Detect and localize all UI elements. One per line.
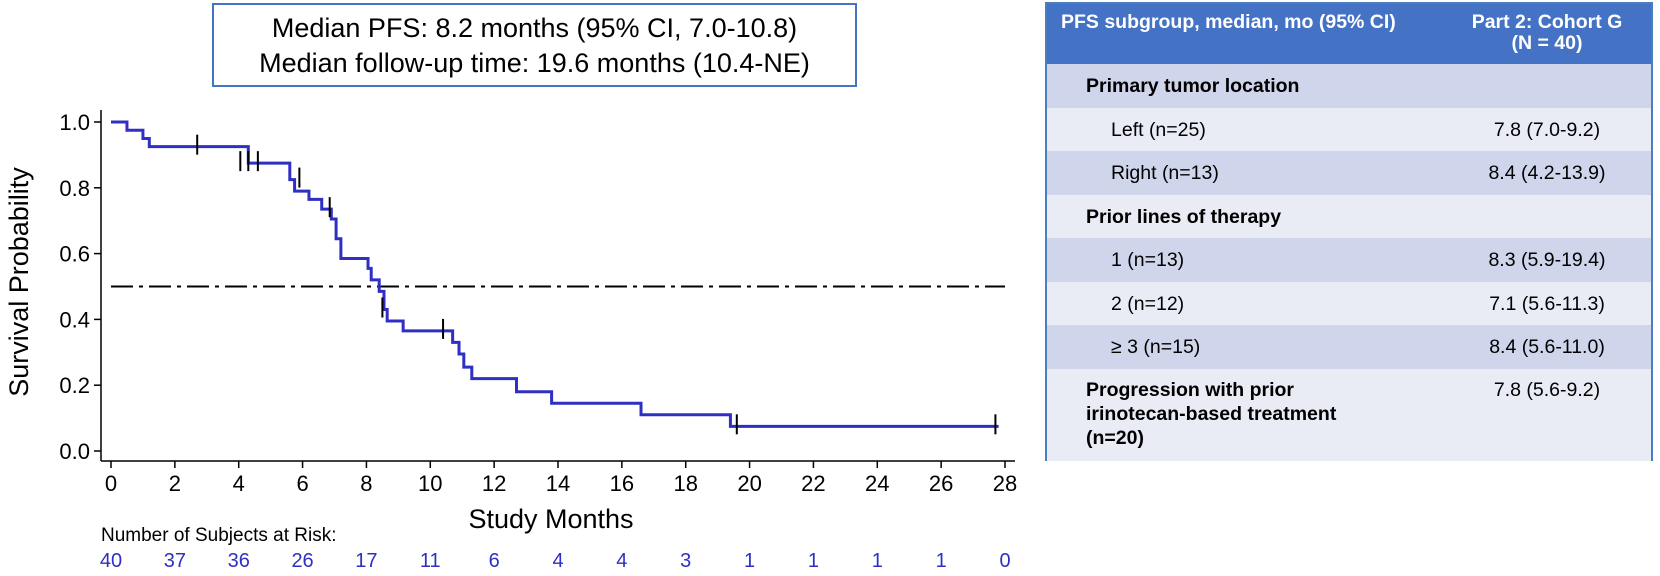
y-tick-label: 0.8	[59, 176, 90, 201]
table-row: 1 (n=13) 8.3 (5.9-19.4)	[1047, 238, 1651, 282]
risk-count: 0	[999, 550, 1010, 572]
risk-count: 26	[291, 550, 313, 572]
table-row: ≥ 3 (n=15) 8.4 (5.6-11.0)	[1047, 325, 1651, 369]
km-survival-chart: 0.00.20.40.60.81.00 2 4 6 8 10 12 14 16 18 20 22 24 2…	[4, 110, 1017, 572]
x-tick-label: 28	[993, 471, 1017, 496]
x-tick-label: 10	[418, 471, 442, 496]
x-tick-label: 0	[105, 471, 117, 496]
median-pfs-text: Median PFS: 8.2 months (95% CI, 7.0-10.8…	[271, 13, 798, 43]
risk-counts: 40 37 36 26 17 11 6 4 4 3 1 1 1 1 0	[100, 550, 1011, 572]
row-label: Left (n=25)	[1111, 118, 1206, 141]
header-cohort-line1: Part 2: Cohort G	[1471, 11, 1623, 33]
risk-count: 1	[808, 550, 819, 572]
table-row: Right (n=13) 8.4 (4.2-13.9)	[1047, 151, 1651, 195]
row-label: Right (n=13)	[1111, 162, 1219, 184]
risk-table-title: Number of Subjects at Risk:	[101, 525, 336, 546]
table-row: Primary tumor location	[1047, 64, 1651, 108]
x-tick-label: 24	[865, 471, 889, 496]
y-tick-label: 1.0	[59, 110, 90, 135]
risk-count: 1	[936, 550, 947, 572]
risk-count: 36	[228, 550, 250, 572]
risk-count: 17	[355, 550, 377, 572]
axes: 0.00.20.40.60.81.00 2 4 6 8 10 12 14 16 18 20 22 24 2…	[59, 110, 1017, 496]
row-value: 7.8 (7.0-9.2)	[1493, 118, 1601, 141]
header-cohort-line2: (N = 40)	[1511, 32, 1583, 54]
x-tick-label: 8	[360, 471, 372, 496]
y-tick-label: 0.0	[59, 439, 90, 464]
table-row: Progression with prior irinotecan-based …	[1047, 368, 1651, 461]
y-axis-label: Survival Probability	[4, 167, 34, 397]
risk-count: 4	[552, 550, 563, 572]
x-tick-label: 14	[546, 471, 570, 496]
row-label: ≥ 3 (n=15)	[1111, 336, 1201, 358]
table-row: Prior lines of therapy	[1047, 194, 1651, 238]
x-tick-label: 2	[169, 471, 181, 496]
risk-count: 1	[744, 550, 755, 572]
y-tick-label: 0.6	[59, 242, 90, 267]
risk-count: 11	[420, 550, 441, 572]
row-label: Progression with prior irinotecan-based …	[1086, 378, 1337, 449]
median-followup-text: Median follow-up time: 19.6 months (10.4…	[259, 48, 810, 78]
table-row: Left (n=25) 7.8 (7.0-9.2)	[1047, 107, 1651, 151]
x-tick-label: 26	[929, 471, 953, 496]
risk-count: 1	[872, 550, 883, 572]
row-value: 7.1 (5.6-11.3)	[1489, 292, 1605, 315]
x-axis-label: Study Months	[468, 504, 633, 534]
header-cohort-label: Part 2: Cohort G (N = 40)	[1442, 12, 1652, 54]
risk-count: 6	[489, 550, 500, 572]
row-label: Prior lines of therapy	[1086, 205, 1282, 228]
header-subgroup-label: PFS subgroup, median, mo (95% CI)	[1061, 11, 1396, 33]
x-tick-label: 4	[233, 471, 245, 496]
survival-curve	[111, 120, 999, 428]
table-header: PFS subgroup, median, mo (95% CI) Part 2…	[1047, 4, 1651, 64]
pfs-subgroup-table: PFS subgroup, median, mo (95% CI) Part 2…	[1045, 2, 1653, 461]
row-value: 8.3 (5.9-19.4)	[1488, 249, 1606, 271]
x-tick-label: 16	[610, 471, 634, 496]
x-tick-label: 6	[296, 471, 308, 496]
row-label: 2 (n=12)	[1111, 292, 1185, 315]
row-label: Primary tumor location	[1086, 75, 1300, 97]
x-tick-label: 12	[482, 471, 506, 496]
risk-count: 3	[680, 550, 691, 572]
risk-count: 4	[616, 550, 627, 572]
y-tick-label: 0.2	[59, 373, 90, 398]
censor-marks	[196, 134, 997, 435]
risk-count: 37	[164, 550, 186, 572]
table-row: 2 (n=12) 7.1 (5.6-11.3)	[1047, 281, 1651, 325]
x-tick-label: 18	[673, 471, 697, 496]
row-value: 8.4 (5.6-11.0)	[1489, 336, 1605, 358]
x-tick-label: 22	[801, 471, 825, 496]
row-value: 7.8 (5.6-9.2)	[1493, 378, 1601, 401]
km-step-line	[111, 120, 999, 428]
y-tick-label: 0.4	[59, 307, 90, 332]
median-summary-box: Median PFS: 8.2 months (95% CI, 7.0-10.8…	[212, 3, 857, 87]
row-label: 1 (n=13)	[1111, 249, 1185, 271]
risk-count: 40	[100, 550, 122, 572]
x-tick-label: 20	[737, 471, 761, 496]
row-value: 8.4 (4.2-13.9)	[1488, 162, 1606, 184]
